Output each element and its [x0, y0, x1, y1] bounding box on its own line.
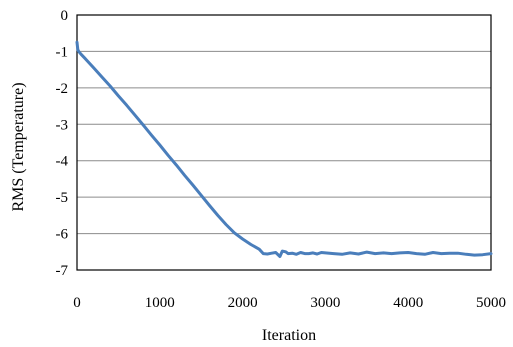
- y-tick-label: -5: [56, 190, 69, 206]
- x-tick-label: 2000: [228, 295, 258, 311]
- y-tick-label: -1: [56, 44, 69, 60]
- gridlines: [77, 14, 491, 271]
- x-axis: 0 1000 2000 3000 4000 5000: [73, 295, 506, 311]
- y-axis-title: RMS (Temperature): [10, 82, 27, 211]
- y-tick-label: -2: [56, 81, 69, 97]
- x-tick-label: 3000: [310, 295, 340, 311]
- y-tick-label: -4: [56, 154, 69, 170]
- y-tick-label: 0: [61, 8, 69, 24]
- x-tick-label: 0: [73, 295, 81, 311]
- y-tick-label: -7: [56, 263, 69, 279]
- x-tick-label: 1000: [145, 295, 175, 311]
- rms-series-line: [75, 40, 493, 258]
- plot-area-frame: [76, 14, 492, 271]
- y-axis: 0 -1 -2 -3 -4 -5 -6 -7: [56, 8, 69, 279]
- x-tick-label: 4000: [393, 295, 423, 311]
- x-axis-title: Iteration: [262, 327, 316, 344]
- y-tick-label: -3: [56, 117, 69, 133]
- x-tick-label: 5000: [476, 295, 506, 311]
- y-tick-label: -6: [56, 227, 69, 243]
